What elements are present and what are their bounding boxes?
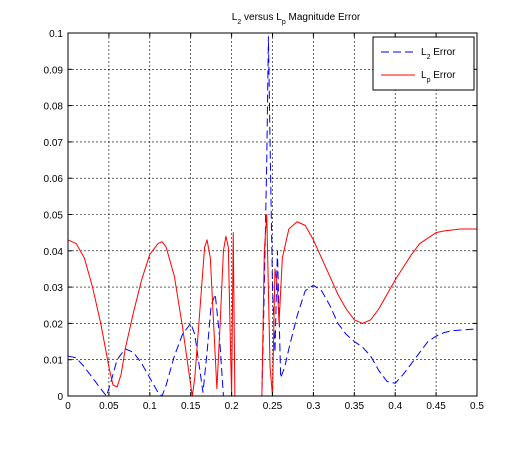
legend-label-l2: L2 Error [421,47,456,61]
tick-layer: 0 0.05 0.1 0.15 0.2 0.25 0.3 0.35 0.4 0.45 0.5 0 0.0… [44,29,485,412]
y-tick-label: 0.08 [44,102,64,113]
x-tick-label: 0.35 [345,401,365,412]
x-tick-label: 0.05 [99,401,119,412]
y-tick-label: 0.1 [49,29,63,40]
x-tick-label: 0.5 [470,401,484,412]
y-tick-label: 0.03 [44,283,64,294]
chart-title: L2 versus Lp Magnitude Error [232,12,361,26]
x-tick-label: 0.2 [225,401,239,412]
x-tick-label: 0.45 [426,401,446,412]
x-tick-label: 0.1 [143,401,157,412]
grid-layer [68,33,477,396]
y-tick-label: 0.09 [44,65,64,76]
y-tick-label: 0.06 [44,174,64,185]
x-tick-label: 0.4 [388,401,402,412]
legend-label-lp: Lp Error [421,70,456,84]
series-layer [67,36,478,397]
series-line-l2-error [67,36,478,397]
legend-box [372,36,475,91]
y-tick-label: 0.05 [44,211,64,222]
x-tick-label: 0.25 [263,401,283,412]
y-tick-label: 0.01 [44,356,64,367]
x-tick-label: 0.15 [181,401,201,412]
y-tick-label: 0.07 [44,138,64,149]
x-tick-label: 0 [65,401,71,412]
x-tick-label: 0.3 [306,401,320,412]
y-tick-label: 0.02 [44,319,64,330]
legend: L2 Error Lp Error [372,36,475,91]
series-line-lp-error [67,214,477,397]
y-tick-label: 0.04 [44,247,64,258]
y-tick-label: 0 [57,392,63,403]
